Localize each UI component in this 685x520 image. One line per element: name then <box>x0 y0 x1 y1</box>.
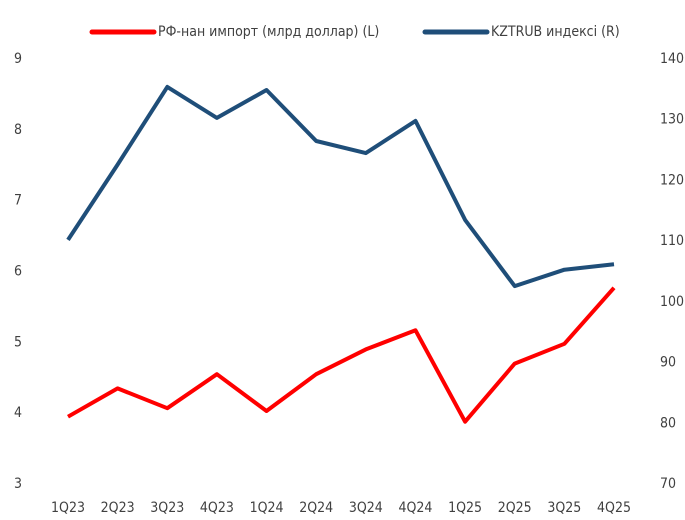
y2-tick-label: 90 <box>660 355 676 371</box>
x-tick-label: 1Q25 <box>448 500 482 516</box>
y2-tick-label: 110 <box>660 233 684 249</box>
y2-tick-label: 130 <box>660 112 684 128</box>
y2-tick-label: 100 <box>660 294 684 310</box>
y-tick-label: 8 <box>14 122 22 138</box>
x-tick-label: 3Q24 <box>349 500 383 516</box>
y-tick-label: 7 <box>14 193 22 209</box>
y2-tick-label: 120 <box>660 172 684 188</box>
y-tick-label: 9 <box>14 51 22 67</box>
legend-label: РФ-нан импорт (млрд доллар) (L) <box>158 24 379 40</box>
x-tick-label: 4Q25 <box>597 500 631 516</box>
y2-tick-label: 140 <box>660 51 684 67</box>
x-tick-label: 2Q24 <box>299 500 333 516</box>
x-tick-label: 1Q23 <box>51 500 85 516</box>
x-tick-label: 2Q25 <box>498 500 532 516</box>
x-tick-label: 3Q23 <box>150 500 184 516</box>
x-tick-label: 4Q23 <box>200 500 234 516</box>
x-tick-label: 2Q23 <box>101 500 135 516</box>
x-tick-label: 4Q24 <box>398 500 432 516</box>
y-tick-label: 5 <box>14 334 22 350</box>
y2-tick-label: 80 <box>660 415 676 431</box>
line-series <box>66 84 615 289</box>
line-series <box>67 286 616 424</box>
x-tick-label: 3Q25 <box>547 500 581 516</box>
x-tick-label: 1Q24 <box>250 500 284 516</box>
y2-tick-label: 70 <box>660 476 676 492</box>
legend-label: KZTRUB индексі (R) <box>491 24 620 40</box>
y-tick-label: 6 <box>14 264 22 280</box>
y-tick-label: 4 <box>14 405 22 421</box>
y-tick-label: 3 <box>14 476 22 492</box>
